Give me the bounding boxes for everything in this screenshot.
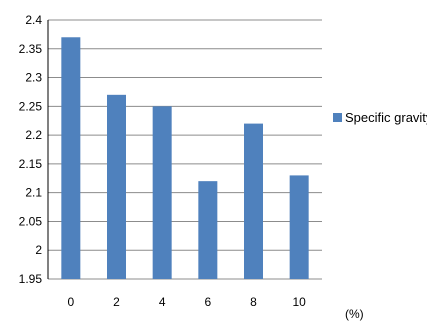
gridlines [48,19,322,280]
bar-10 [289,175,309,279]
y-tick-label: 2.05 [19,214,43,228]
x-tick-label: 6 [204,295,211,309]
bar-2 [107,94,126,279]
y-tick-label: 2.15 [19,157,43,171]
bar-6 [198,181,218,279]
y-tick-label: 1.95 [19,272,43,286]
x-tick-label: 0 [67,295,74,309]
y-tick-label: 2.35 [19,42,43,56]
y-tick-label: 2.1 [25,186,42,200]
legend: Specific gravity [333,110,427,125]
y-tick-label: 2 [35,243,42,257]
y-tick-label: 2.25 [19,99,43,113]
bar-4 [152,106,172,279]
bar-0 [61,37,81,280]
legend-label: Specific gravity [345,110,427,125]
x-tick-label: 10 [292,295,306,309]
y-tick-label: 2.2 [25,128,42,142]
y-tick-label: 2.4 [25,13,42,27]
x-tick-label: 2 [113,295,120,309]
x-tick-labels: 0 2 4 6 8 10 [67,295,306,309]
x-axis-label: (%) [345,307,364,321]
y-tick-label: 2.3 [25,71,42,85]
bar-8 [244,123,263,279]
bars [61,37,309,280]
x-tick-label: 8 [250,295,257,309]
y-tick-labels: 1.95 2 2.05 2.1 2.15 2.2 2.25 2.3 2.35 2.4 [19,13,43,286]
x-tick-label: 4 [159,295,166,309]
legend-swatch [333,113,342,122]
